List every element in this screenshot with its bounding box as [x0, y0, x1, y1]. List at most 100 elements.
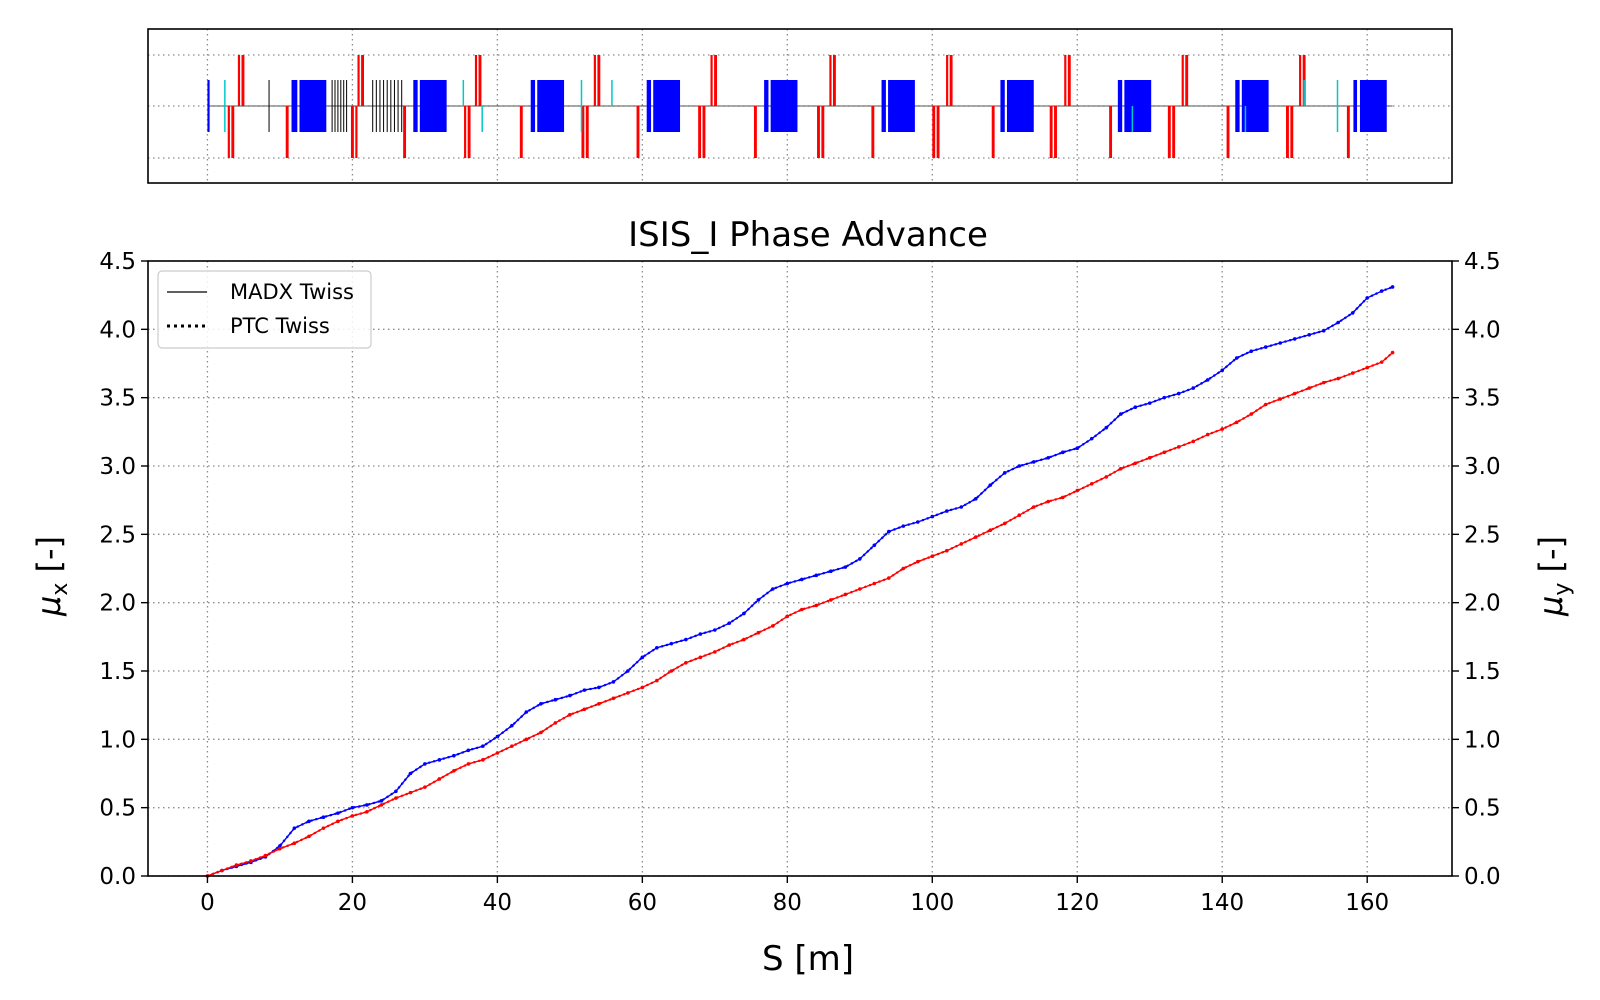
- data-point: [452, 753, 456, 758]
- quadrupole-defocusing: [467, 106, 471, 158]
- dipole-magnet: [770, 80, 798, 132]
- quadrupole-focusing: [357, 55, 360, 106]
- data-point: [1379, 289, 1384, 293]
- data-point: [1307, 333, 1312, 337]
- data-point: [553, 697, 558, 702]
- lattice-kickers: [224, 80, 1339, 132]
- data-point: [263, 853, 268, 858]
- kicker-element: [611, 80, 613, 106]
- data-point: [553, 721, 558, 725]
- y-tick-label-right: 2.0: [1464, 591, 1501, 617]
- data-point: [800, 607, 804, 612]
- data-point: [684, 661, 688, 665]
- data-point: [1336, 376, 1340, 381]
- quadrupole-focusing: [710, 55, 713, 106]
- data-point: [944, 548, 949, 553]
- data-point: [379, 799, 384, 803]
- y-tick-label-left: 2.5: [99, 522, 136, 548]
- y-tick-label-left: 1.0: [99, 727, 136, 753]
- y-tick-label-right: 3.5: [1464, 386, 1501, 412]
- data-point: [771, 587, 775, 591]
- data-point: [481, 758, 485, 762]
- quadrupole-focusing: [593, 55, 596, 106]
- data-point: [495, 751, 500, 755]
- data-point: [1162, 450, 1167, 455]
- data-point: [915, 559, 920, 564]
- quadrupole-focusing: [946, 55, 949, 106]
- data-point: [1234, 420, 1239, 425]
- x-tick-label: 120: [1055, 890, 1099, 916]
- quadrupole-defocusing: [1290, 106, 1294, 158]
- data-point: [857, 587, 862, 591]
- data-point: [973, 535, 978, 539]
- quadrupole-focusing: [829, 55, 832, 106]
- data-point: [1060, 450, 1065, 455]
- data-point: [756, 630, 761, 635]
- data-point: [1249, 412, 1254, 416]
- data-point: [626, 691, 630, 695]
- quadrupole-defocusing: [936, 106, 940, 158]
- data-point: [959, 542, 964, 546]
- data-point: [481, 744, 485, 748]
- data-point: [539, 702, 543, 706]
- data-point: [1118, 412, 1123, 416]
- x-tick-label: 100: [910, 890, 954, 916]
- data-point: [800, 577, 804, 582]
- quadrupole-focusing: [1299, 55, 1302, 106]
- data-point: [350, 805, 355, 810]
- data-point: [321, 826, 326, 830]
- data-point: [626, 669, 630, 673]
- quadrupole-defocusing: [991, 106, 995, 158]
- kicker-element: [1303, 80, 1305, 106]
- data-point: [220, 868, 224, 873]
- quadrupole-defocusing: [581, 106, 585, 158]
- quadrupole-focusing: [1181, 55, 1184, 106]
- y-tick-label-left: 0.5: [99, 796, 136, 822]
- y-tick-label-left: 1.5: [99, 659, 136, 685]
- dipole-magnet: [646, 80, 652, 132]
- data-point: [539, 730, 543, 735]
- series-line-ptc: [207, 285, 1393, 878]
- data-point: [814, 573, 819, 578]
- kicker-element: [224, 106, 226, 132]
- x-tick-label: 40: [483, 890, 512, 916]
- data-point: [510, 723, 514, 728]
- data-point: [365, 809, 369, 814]
- dipole-magnet: [888, 80, 915, 132]
- data-point: [930, 514, 935, 519]
- data-point: [1002, 471, 1007, 475]
- quadrupole-defocusing: [1172, 106, 1176, 158]
- quadrupole-focusing: [949, 55, 953, 106]
- x-axis-label: S [m]: [762, 939, 854, 979]
- quadrupole-focusing: [361, 55, 365, 106]
- data-point: [1292, 391, 1297, 396]
- chart-title: ISIS_I Phase Advance: [628, 215, 988, 255]
- data-point: [814, 603, 819, 608]
- lattice-quadrupoles: [227, 55, 1350, 158]
- data-point: [408, 790, 413, 795]
- y-tick-label-right: 1.0: [1464, 727, 1501, 753]
- dipole-magnet: [1241, 80, 1269, 132]
- quadrupole-defocusing: [1049, 106, 1053, 158]
- y-tick-label-left: 2.0: [99, 591, 136, 617]
- data-point: [872, 543, 877, 548]
- quadrupole-focusing: [714, 55, 718, 106]
- dipole-magnet: [291, 80, 298, 132]
- data-point: [1350, 311, 1355, 315]
- data-point: [640, 655, 645, 660]
- x-tick-label: 60: [628, 890, 657, 916]
- data-point: [466, 762, 471, 766]
- y-tick-label-left: 4.5: [99, 249, 136, 275]
- data-point: [1118, 466, 1123, 471]
- data-point: [857, 557, 862, 561]
- data-point: [1365, 365, 1369, 370]
- quadrupole-defocusing: [227, 106, 230, 158]
- data-point: [292, 841, 297, 845]
- quadrupole-defocusing: [585, 106, 589, 158]
- series-mu-x: [205, 285, 1395, 878]
- y-tick-label-left: 3.0: [99, 454, 136, 480]
- dipole-magnet: [1006, 80, 1034, 132]
- y-tick-label-right: 4.0: [1464, 317, 1501, 343]
- kicker-element: [224, 80, 226, 106]
